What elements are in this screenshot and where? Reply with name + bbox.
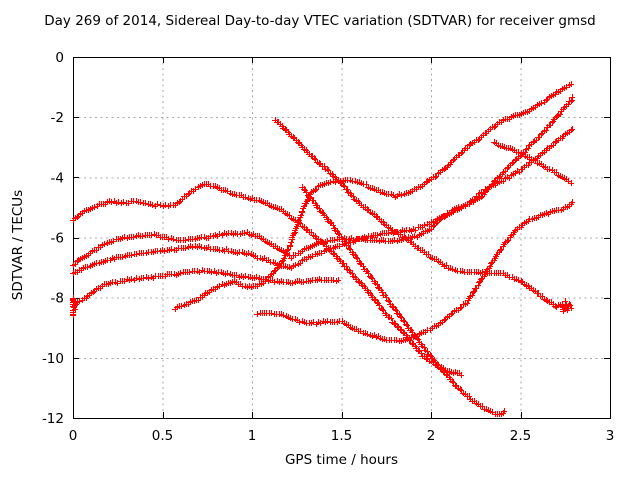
x-tick-label: 0.5: [152, 428, 173, 444]
series-arc-1: [70, 181, 464, 378]
x-tick-label: 2: [427, 428, 436, 444]
series-markers: [272, 117, 574, 314]
series-arc-7: [272, 117, 574, 314]
x-tick-label: 2.5: [510, 428, 531, 444]
x-tick-label: 0: [69, 428, 78, 444]
x-axis-label: GPS time / hours: [284, 452, 399, 468]
x-tick-label: 1: [248, 428, 257, 444]
series-markers: [70, 267, 341, 318]
series-arc-3: [70, 126, 575, 276]
series-markers: [299, 184, 507, 417]
y-tick-label: -6: [51, 231, 64, 247]
y-tick-label: -12: [42, 411, 64, 427]
series-markers: [491, 139, 574, 186]
series-markers: [70, 126, 575, 276]
chart-title: Day 269 of 2014, Sidereal Day-to-day VTE…: [44, 13, 596, 29]
series-markers: [254, 199, 575, 344]
y-tick-label: 0: [55, 50, 64, 66]
series-markers: [70, 181, 464, 378]
series-arc-6: [254, 199, 575, 344]
y-tick-label: -10: [42, 351, 64, 367]
x-tick-label: 3: [606, 428, 615, 444]
y-tick-label: -8: [51, 291, 64, 307]
series-markers: [172, 81, 574, 312]
y-axis-label: SDTVAR / TECUs: [10, 189, 26, 301]
y-tick-label: -2: [51, 110, 64, 126]
x-tick-label: 1.5: [331, 428, 352, 444]
series-arc-5: [172, 81, 574, 312]
series-arc-9: [299, 184, 507, 417]
series-arc-8: [491, 139, 574, 186]
y-tick-label: -4: [51, 170, 64, 186]
series-arc-4: [70, 267, 341, 318]
